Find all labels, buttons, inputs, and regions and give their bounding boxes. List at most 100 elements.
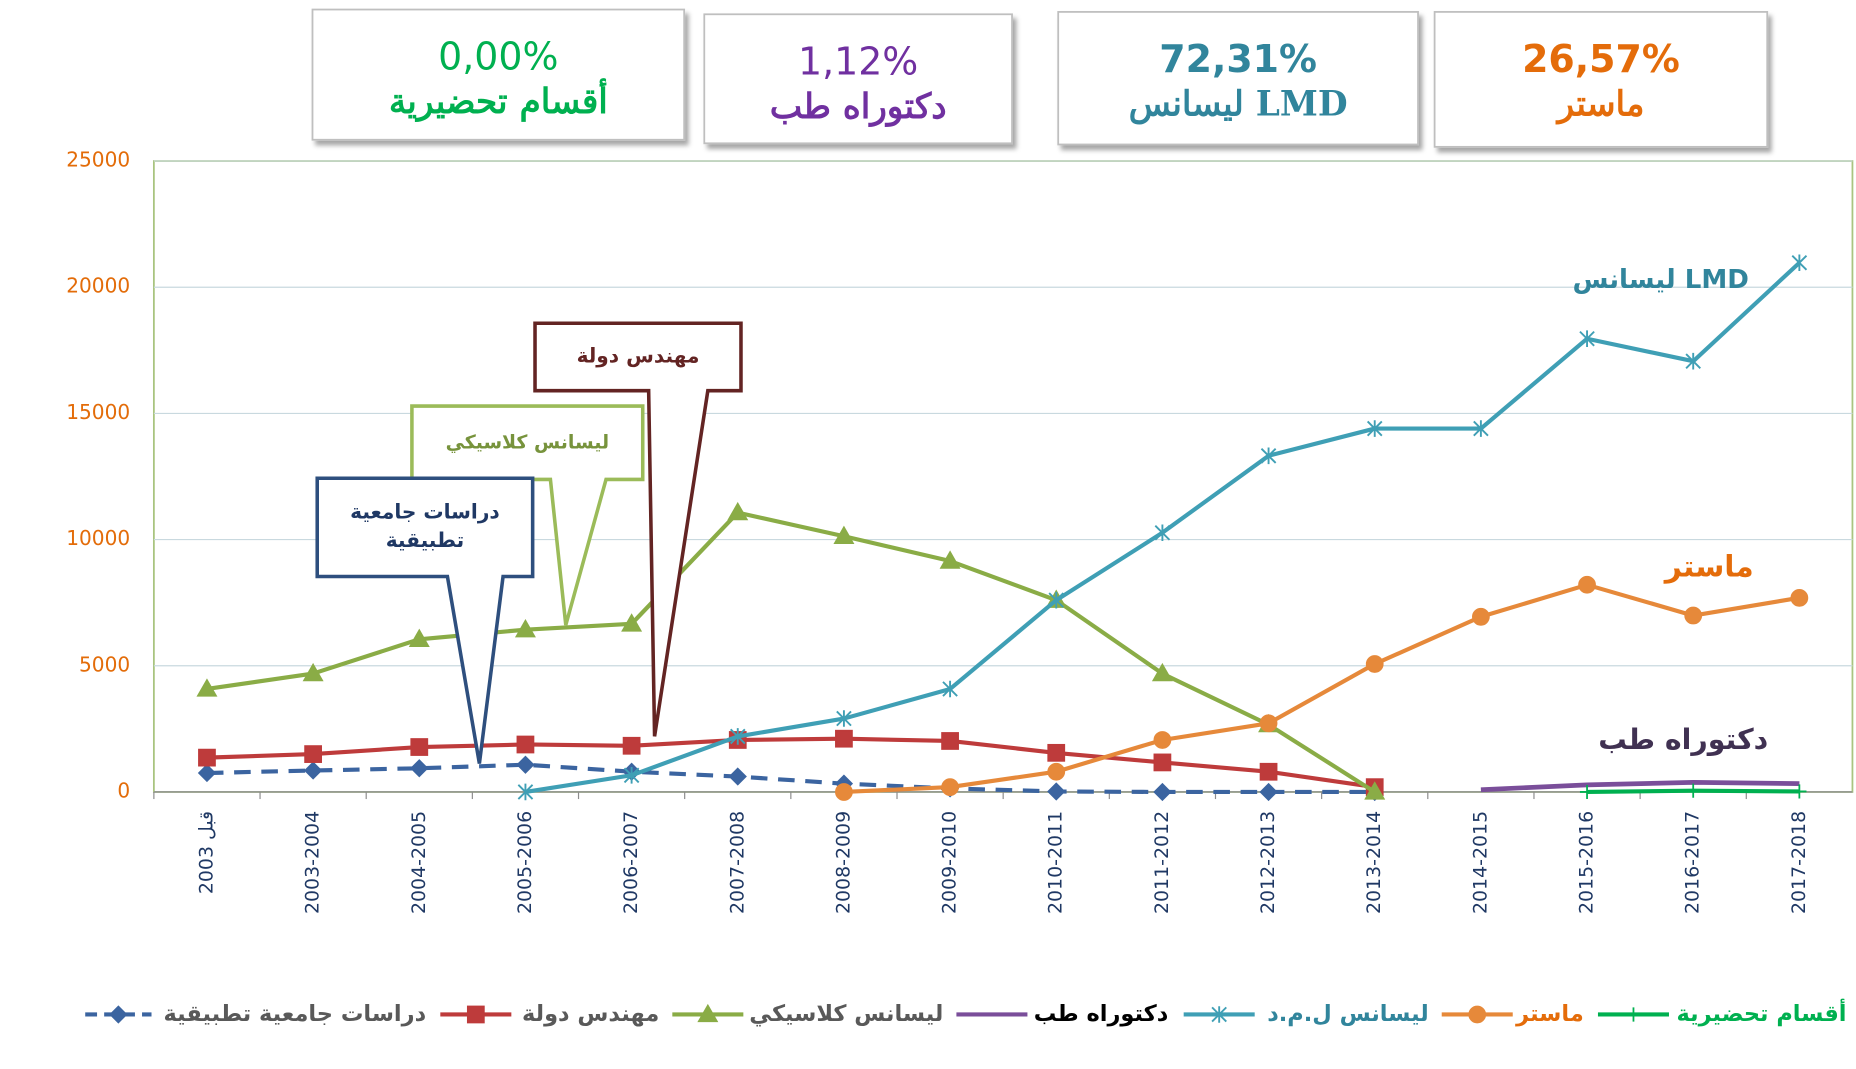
marker — [1472, 607, 1490, 626]
x-tick-label: 2014-2015 — [1469, 811, 1491, 914]
marker — [1211, 1006, 1227, 1023]
summary-box — [311, 8, 686, 141]
summary-label: ليسانس LMD — [1129, 85, 1348, 125]
callout — [315, 476, 535, 764]
marker — [941, 732, 959, 750]
series-annotation: دكتوراه طب — [1598, 723, 1768, 756]
series — [517, 254, 1808, 801]
marker — [1684, 606, 1703, 625]
marker — [836, 710, 852, 727]
callout-text: تطبيقية — [386, 528, 464, 552]
marker — [1579, 330, 1595, 347]
marker — [198, 748, 216, 767]
marker — [1365, 655, 1384, 673]
x-tick-label: 2015-2016 — [1576, 811, 1598, 914]
legend-label: دكتوراه طب — [1034, 1001, 1169, 1027]
y-tick-label: 25000 — [66, 148, 130, 172]
marker — [622, 736, 641, 755]
marker — [1790, 589, 1809, 607]
marker — [1366, 420, 1383, 437]
series-annotation: ماستر — [1663, 550, 1754, 584]
summary-percent: 0,00% — [438, 35, 558, 79]
marker — [1578, 575, 1596, 594]
y-tick-label: 15000 — [66, 400, 130, 424]
marker — [1154, 524, 1171, 542]
summary-label: دكتوراه طب — [770, 87, 947, 127]
marker — [109, 1005, 128, 1024]
callout — [533, 321, 743, 737]
x-tick-label: 2010-2011 — [1045, 811, 1067, 914]
marker — [939, 550, 961, 569]
x-tick-label: 2011-2012 — [1151, 811, 1173, 914]
marker — [1473, 420, 1489, 437]
marker — [516, 735, 535, 754]
marker — [1468, 1005, 1487, 1024]
marker — [1153, 731, 1172, 749]
callout-text: ليسانس كلاسيكي — [446, 431, 609, 453]
series-line — [1480, 779, 1800, 793]
marker — [729, 728, 746, 745]
marker — [517, 783, 534, 801]
y-tick-label: 10000 — [66, 526, 130, 550]
marker — [1153, 782, 1172, 802]
x-tick-label: 2005-2006 — [514, 811, 536, 914]
callout-text: مهندس دولة — [577, 343, 700, 367]
legend-label: ليسانس ل.م.د — [1267, 1001, 1429, 1027]
marker — [1792, 784, 1807, 799]
summary-label: أقسام تحضيرية — [389, 79, 608, 122]
x-tick-label: 2003-2004 — [302, 811, 324, 914]
marker — [1791, 254, 1808, 272]
x-tick-label: 2007-2008 — [726, 811, 748, 914]
series-line — [206, 762, 1375, 795]
summary-percent: 72,31% — [1159, 37, 1317, 81]
marker — [466, 1005, 485, 1024]
marker — [196, 678, 218, 697]
series-line — [206, 736, 1376, 790]
marker — [1626, 1007, 1641, 1022]
x-tick-label: 2004-2005 — [408, 811, 430, 914]
x-tick-label: 2008-2009 — [832, 811, 854, 914]
series-annotation: ليسانس LMD — [1572, 265, 1748, 295]
y-tick-label: 5000 — [79, 652, 130, 676]
marker — [1259, 782, 1278, 802]
marker — [697, 1003, 719, 1023]
marker — [514, 619, 536, 638]
marker — [408, 628, 430, 647]
marker — [410, 759, 429, 778]
series-line — [206, 510, 1376, 794]
x-tick-label: 2012-2013 — [1257, 811, 1279, 914]
marker — [835, 783, 853, 801]
marker — [941, 778, 959, 797]
marker — [833, 525, 855, 545]
summary-percent: 26,57% — [1522, 37, 1680, 81]
marker — [1579, 784, 1595, 800]
marker — [516, 755, 535, 774]
callout-text: دراسات جامعية — [350, 500, 500, 524]
summary-box — [1433, 11, 1769, 148]
marker — [727, 501, 749, 521]
marker — [1048, 591, 1065, 609]
series — [1480, 779, 1800, 793]
summary-box — [1057, 11, 1419, 146]
marker — [302, 662, 324, 682]
legend-label: ليسانس كلاسيكي — [749, 1001, 943, 1027]
legend-label: مهندس دولة — [522, 1001, 659, 1027]
series — [198, 729, 1384, 797]
x-tick-label: 2016-2017 — [1682, 811, 1704, 914]
summary-label: ماستر — [1555, 85, 1644, 125]
legend-label: دراسات جامعية تطبيقية — [164, 1001, 427, 1027]
y-tick-label: 20000 — [66, 274, 130, 298]
legend-label: ماستر — [1515, 1001, 1584, 1027]
series — [1579, 783, 1807, 800]
marker — [1047, 762, 1066, 781]
marker — [1364, 781, 1386, 800]
x-tick-label: قبل 2003 — [195, 811, 217, 894]
marker — [942, 680, 958, 698]
marker — [1686, 783, 1701, 798]
marker — [1260, 447, 1277, 465]
marker — [197, 763, 217, 783]
x-tick-label: 2013-2014 — [1363, 811, 1385, 914]
series — [835, 575, 1809, 801]
